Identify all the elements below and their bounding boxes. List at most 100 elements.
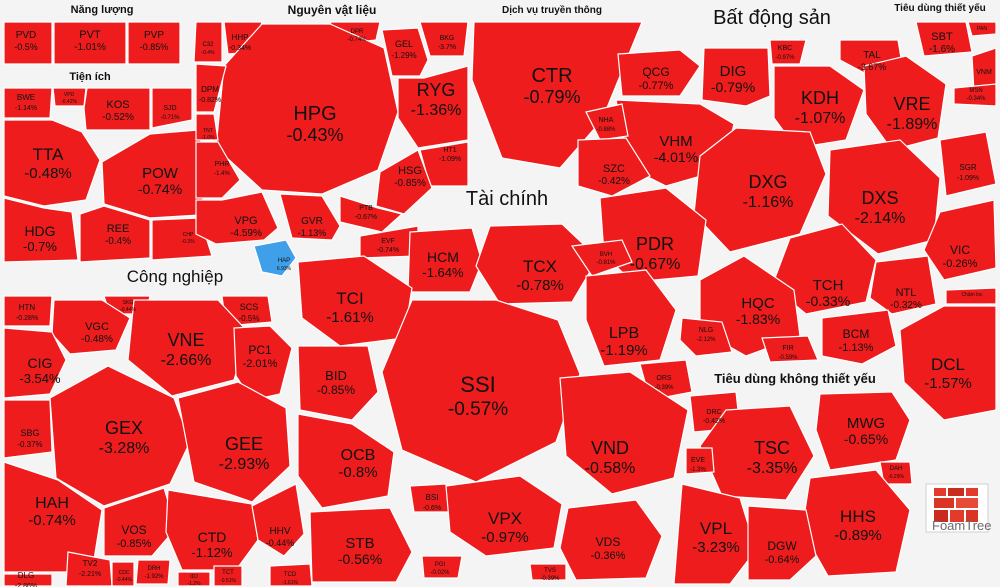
cell-ocb[interactable] — [297, 413, 395, 509]
cell-eve[interactable] — [685, 447, 715, 475]
cell-lpb[interactable] — [585, 269, 677, 367]
cell-vre[interactable] — [863, 55, 947, 151]
ticker-bid: BID — [325, 368, 347, 383]
cell-hsg[interactable] — [375, 149, 433, 215]
cell-bwe[interactable] — [3, 87, 53, 119]
cell-nlg[interactable] — [679, 317, 733, 357]
cell-ssi[interactable] — [381, 299, 581, 483]
change-ssi: -0.57% — [448, 399, 508, 420]
cell-htn[interactable] — [3, 295, 53, 327]
cell-ree[interactable] — [79, 205, 151, 263]
cell-dxg[interactable] — [693, 127, 827, 253]
cell-tvs[interactable] — [529, 563, 567, 581]
cell-ctr[interactable] — [471, 21, 643, 169]
change-sjd: -0.71% — [160, 115, 180, 121]
change-pvp: -0.85% — [140, 42, 169, 52]
ticker-sbg: SBG — [20, 428, 39, 438]
cell-sjd[interactable] — [151, 87, 193, 129]
cell-tcx[interactable] — [475, 223, 599, 305]
cell-qcg[interactable] — [617, 49, 701, 97]
cell-hdg[interactable] — [3, 197, 79, 263]
change-dxg: -1.16% — [743, 194, 794, 211]
cell-dpm[interactable] — [195, 63, 227, 113]
cell-sbt[interactable] — [915, 21, 973, 57]
cell-msn[interactable] — [953, 83, 997, 107]
cell-bkg[interactable] — [419, 21, 469, 57]
change-hpg: -0.43% — [286, 125, 343, 145]
cell-bvh[interactable] — [570, 239, 633, 277]
cell-hap[interactable] — [253, 239, 297, 277]
cell-drh[interactable] — [135, 559, 171, 585]
cell-vnd[interactable] — [559, 371, 689, 495]
cell-pgi[interactable] — [421, 555, 463, 579]
cell-dig[interactable] — [701, 47, 771, 107]
cell-hcm[interactable] — [407, 227, 483, 293]
cell-gvr[interactable] — [279, 193, 341, 241]
cell-pvp[interactable] — [127, 21, 181, 65]
cell-pan[interactable] — [967, 21, 997, 37]
cell-vic[interactable] — [923, 199, 997, 281]
cell-tsc[interactable] — [699, 405, 815, 501]
cell-pvt[interactable] — [53, 21, 127, 65]
ticker-dpm: DPM — [201, 85, 219, 94]
ticker-drc: DRC — [706, 409, 721, 416]
change-bvh: -0.81% — [596, 260, 616, 266]
cell-vpx[interactable] — [445, 475, 563, 557]
change-dpm: -0.82% — [199, 97, 221, 104]
cell-sbg[interactable] — [3, 399, 53, 459]
cell-c32[interactable] — [193, 21, 223, 63]
cell-ch-m-l-c[interactable] — [945, 287, 997, 305]
cell-szc[interactable] — [577, 137, 651, 197]
cell-bid[interactable] — [297, 345, 379, 421]
cell-ntl[interactable] — [869, 255, 937, 315]
ticker-hah: HAH — [35, 495, 69, 512]
cell-kos[interactable] — [83, 87, 151, 131]
cell-idj[interactable] — [177, 571, 211, 587]
cell-ryg[interactable] — [397, 65, 469, 149]
cell-kdh[interactable] — [773, 65, 865, 149]
cell-tcd[interactable] — [269, 563, 313, 587]
cell-hpg[interactable] — [215, 23, 399, 195]
cell-cdc[interactable] — [111, 561, 135, 587]
cell-vos[interactable] — [103, 487, 177, 557]
cell-mwg[interactable] — [815, 391, 911, 471]
cell-ptb[interactable] — [339, 195, 404, 233]
cell-vpl[interactable] — [673, 483, 757, 585]
cell-bcm[interactable] — [821, 309, 897, 365]
cell-sgr[interactable] — [939, 131, 997, 197]
cell-gex[interactable] — [49, 365, 191, 507]
change-ryg: -1.36% — [411, 102, 462, 119]
cell-gel[interactable] — [381, 27, 429, 77]
cell-phr[interactable] — [195, 141, 241, 199]
cell-kbc[interactable] — [769, 39, 807, 65]
cell-dcl[interactable] — [899, 305, 997, 421]
cell-gee[interactable] — [177, 381, 291, 503]
ticker-sbt: SBT — [931, 31, 953, 43]
ticker-mwg: MWG — [847, 415, 885, 432]
cell-hhv[interactable] — [251, 483, 305, 557]
cell-vne[interactable] — [127, 299, 249, 397]
cell-pc1[interactable] — [233, 325, 293, 401]
cell-pvd[interactable] — [3, 21, 53, 65]
ticker-tta: TTA — [33, 145, 65, 164]
cell-nha[interactable] — [585, 103, 629, 141]
cell-stb[interactable] — [309, 507, 413, 583]
cell-vds[interactable] — [559, 499, 663, 581]
change-tct: -0.51% — [220, 578, 236, 584]
cell-vpg[interactable] — [195, 191, 279, 245]
cell-tct[interactable] — [213, 565, 243, 587]
cell-cig[interactable] — [3, 327, 67, 399]
cell-dlg[interactable] — [3, 573, 53, 587]
change-bkg: -3.7% — [438, 44, 456, 51]
cell-fir[interactable] — [761, 335, 819, 363]
cell-hah[interactable] — [3, 461, 103, 573]
cell-dgw[interactable] — [747, 505, 817, 581]
cell-tta[interactable] — [3, 119, 101, 207]
change-tch: -0.33% — [806, 293, 850, 309]
change-sgr: -1.09% — [957, 175, 979, 182]
cell-tnt[interactable] — [195, 113, 219, 141]
change-stb: -0.56% — [338, 551, 382, 567]
ticker-nha: NHA — [599, 117, 614, 124]
cell-dah[interactable] — [879, 461, 913, 485]
change-sbg: -0.37% — [17, 440, 42, 449]
